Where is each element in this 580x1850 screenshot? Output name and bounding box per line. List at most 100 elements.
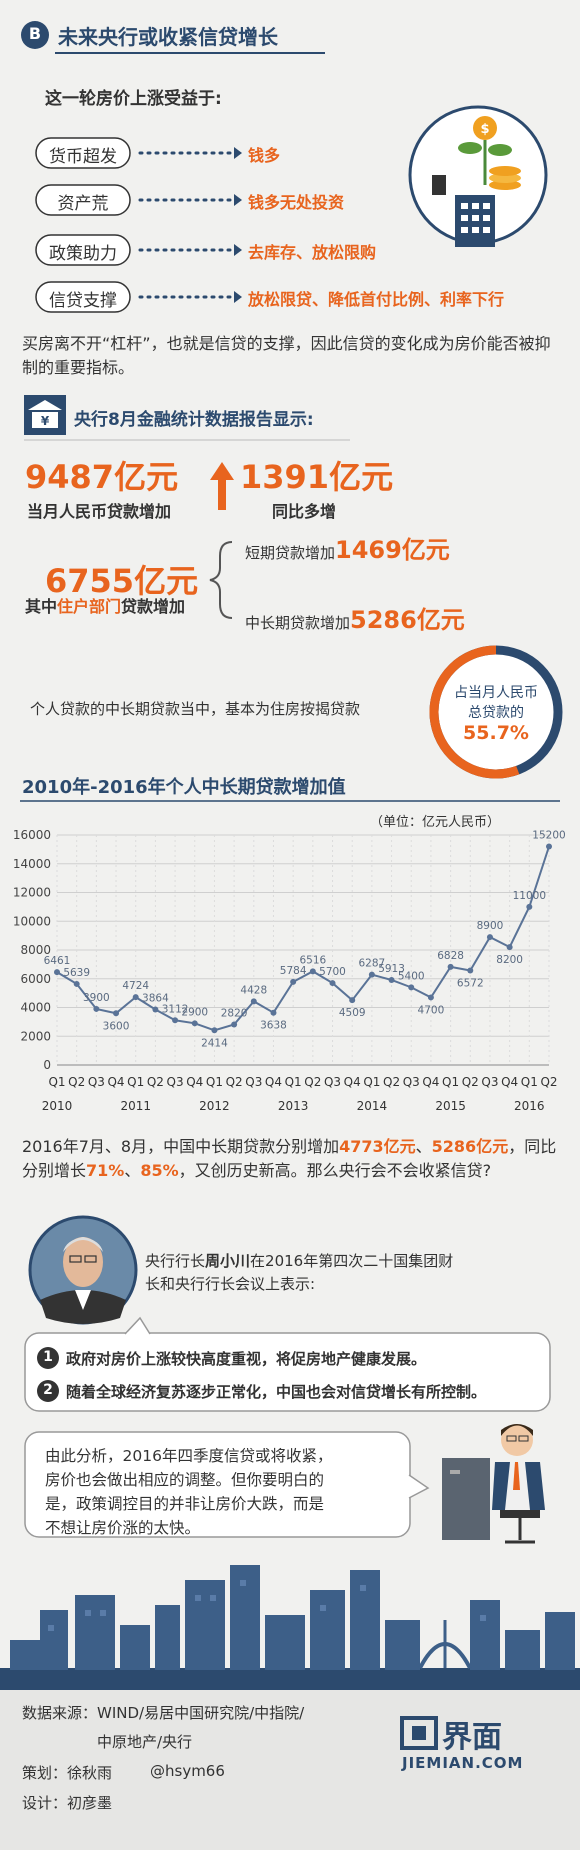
factor-label: 信贷支撑: [49, 291, 117, 311]
text-segment: 5286亿元: [431, 1137, 509, 1156]
text-segment: 85%: [140, 1161, 179, 1180]
data-label: 6516: [299, 954, 326, 966]
data-label: 2414: [201, 1037, 228, 1049]
x-tick-label: Q2: [462, 1075, 479, 1089]
text-segment: 、: [124, 1161, 141, 1180]
factor-result: 钱多: [248, 146, 281, 165]
chart-title: 2010年-2016年个人中长期贷款增加值: [22, 777, 346, 798]
x-tick-label: Q2: [383, 1075, 400, 1089]
planner: 策划：徐秋雨: [22, 1764, 113, 1782]
text-segment: 央行行长: [145, 1252, 206, 1270]
x-year-label: 2013: [278, 1099, 309, 1113]
x-tick-label: Q1: [442, 1075, 459, 1089]
logo-text: 界面: [442, 1720, 502, 1755]
donut-line: 占当月人民币: [454, 685, 538, 701]
badge-letter: B: [28, 24, 42, 43]
x-tick-label: Q4: [344, 1075, 361, 1089]
data-label: 11000: [513, 890, 546, 902]
caption: 中长期贷款增加: [245, 614, 351, 632]
x-tick-label: Q1: [363, 1075, 380, 1089]
paragraph: 2016年7月、8月，中国中长期贷款分别增加4773亿元、5286亿元，同比分别…: [22, 1135, 562, 1183]
factor-label: 政策助力: [49, 244, 117, 264]
data-label: 8900: [477, 920, 504, 932]
y-tick-label: 16000: [13, 828, 51, 842]
y-tick-label: 4000: [20, 1001, 51, 1015]
data-point: [388, 977, 395, 984]
data-point: [73, 980, 80, 987]
caption: 短期贷款增加: [245, 544, 336, 562]
text-segment: ，同比分别增长: [22, 1137, 557, 1180]
donut-share-arc: [429, 645, 520, 779]
text-segment: 、: [415, 1137, 432, 1156]
donut-share: 55.7%: [463, 722, 529, 744]
text-segment: 贷款增加: [121, 597, 186, 616]
data-label: 2900: [181, 1006, 208, 1018]
short-term: 短期贷款增加1469亿元: [245, 530, 450, 565]
svg-text:¥: ¥: [41, 414, 50, 428]
point-number: 1: [43, 1349, 53, 1365]
x-year-label: 2012: [199, 1099, 230, 1113]
x-tick-label: Q3: [245, 1075, 262, 1089]
x-tick-label: Q2: [304, 1075, 321, 1089]
analysis: 由此分析，2016年四季度信贷或将收紧，房价也会做出相应的调整。但你要明白的是，…: [45, 1447, 333, 1537]
text-segment: 其中: [25, 597, 58, 616]
data-label: 3638: [260, 1020, 287, 1032]
text-segment: 住户部门: [57, 597, 122, 616]
x-tick-label: Q3: [324, 1075, 341, 1089]
data-point: [132, 994, 139, 1001]
x-tick-label: Q4: [501, 1075, 518, 1089]
x-year-label: 2015: [435, 1099, 466, 1113]
point-text: 政府对房价上涨较快高度重视，将促房地产健康发展。: [66, 1350, 427, 1368]
point-text: 随着全球经济复苏逐步正常化，中国也会对信贷增长有所控制。: [66, 1383, 487, 1401]
text-segment: ，又创历史新高。那么央行会不会收紧信贷?: [178, 1161, 492, 1180]
data-point: [349, 997, 356, 1004]
x-tick-label: Q1: [206, 1075, 223, 1089]
bank-icon: ¥: [24, 395, 66, 435]
x-tick-label: Q2: [540, 1075, 557, 1089]
donut-line: 总贷款的: [468, 705, 524, 721]
paragraph: 买房离不开“杠杆”，也就是信贷的支撑，因此信贷的变化成为房价能否被抑制的重要指标…: [22, 334, 551, 377]
data-label: 3900: [83, 992, 110, 1004]
data-point: [54, 969, 60, 976]
x-tick-label: Q4: [265, 1075, 282, 1089]
data-label: 5913: [378, 963, 405, 975]
x-tick-label: Q1: [285, 1075, 302, 1089]
x-tick-label: Q4: [422, 1075, 439, 1089]
x-tick-label: Q3: [403, 1075, 420, 1089]
amount: 1391亿元: [240, 458, 394, 496]
data-label: 5700: [319, 966, 346, 978]
factor-pills: [35, 137, 131, 313]
logo-mark: [400, 1716, 438, 1750]
designer: 设计：初彦墨: [22, 1794, 113, 1812]
x-tick-label: Q1: [521, 1075, 538, 1089]
y-tick-label: 10000: [13, 914, 51, 928]
chart-unit: （单位：亿元人民币）: [370, 815, 501, 830]
data-point: [113, 1010, 120, 1017]
intro: 这一轮房价上涨受益于:: [45, 89, 222, 109]
svg-text:$: $: [480, 122, 489, 137]
x-tick-label: Q3: [88, 1075, 105, 1089]
x-year-label: 2016: [514, 1099, 545, 1113]
y-tick-label: 12000: [13, 886, 51, 900]
data-label: 8200: [496, 954, 523, 966]
y-tick-label: 6000: [20, 972, 51, 986]
footer-bg: [0, 1690, 580, 1850]
amount: 1469亿元: [335, 536, 450, 564]
data-point: [231, 1021, 238, 1028]
data-label: 5784: [280, 965, 307, 977]
factor-result: 钱多无处投资: [248, 193, 345, 212]
data-point: [309, 968, 316, 975]
source: 数据来源：WIND/易居中国研究院/中指院/: [22, 1704, 305, 1722]
data-label: 4724: [122, 980, 149, 992]
data-point: [526, 903, 533, 910]
text-segment: 2016年7月、8月，中国中长期贷款分别增加: [22, 1137, 340, 1156]
data-point: [211, 1027, 218, 1034]
data-point: [467, 967, 474, 974]
logo-domain: JIEMIAN.COM: [402, 1754, 524, 1772]
data-point: [250, 998, 257, 1005]
data-point: [447, 963, 454, 970]
mortgage-text: 个人贷款的中长期贷款当中，基本为住房按揭贷款: [30, 700, 361, 718]
data-label: 2820: [221, 1007, 248, 1019]
